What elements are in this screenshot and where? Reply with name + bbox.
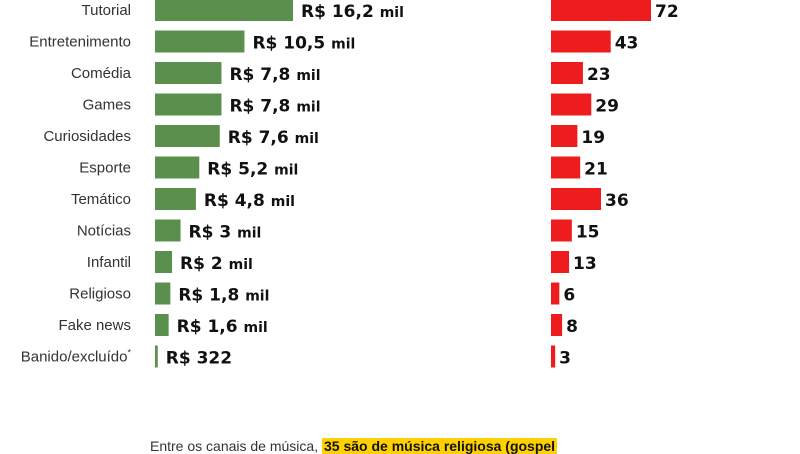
revenue-bar: [155, 30, 245, 53]
revenue-value-label: R$ 7,8 mil: [229, 97, 320, 117]
count-value-label: 8: [566, 317, 578, 337]
revenue-bar: [155, 156, 200, 179]
revenue-bar: [155, 251, 173, 273]
revenue-value-label: R$ 2 mil: [180, 254, 253, 274]
category-label: Tutorial: [82, 2, 131, 19]
count-value-label: 3: [559, 349, 571, 369]
category-label: Curiosidades: [43, 128, 131, 145]
count-value-label: 6: [563, 286, 575, 306]
count-value-label: 36: [605, 191, 629, 211]
revenue-value-label: R$ 5,2 mil: [207, 160, 298, 180]
revenue-value-label: R$ 322: [166, 349, 232, 369]
footnote-highlight: 35 são de música religiosa (gospel: [321, 438, 558, 454]
revenue-value-label: R$ 7,8 mil: [229, 65, 320, 85]
count-value-label: 72: [655, 2, 679, 22]
count-bar: [551, 0, 651, 21]
footnote: Entre os canais de música, 35 são de mús…: [150, 438, 558, 454]
count-bar: [551, 282, 560, 305]
revenue-bar: [155, 188, 196, 210]
category-labels: Tutorial Entretenimento Comédia Games Curios…: [21, 2, 132, 366]
revenue-value-label: R$ 16,2 mil: [301, 2, 404, 22]
revenue-bar: [155, 314, 169, 336]
category-label: Temático: [71, 191, 131, 208]
count-value-label: 43: [615, 34, 639, 54]
category-label: Comédia: [71, 65, 132, 82]
revenue-value-label: R$ 10,5 mil: [252, 34, 355, 54]
category-label: Religioso: [69, 286, 131, 303]
count-bar: [551, 345, 556, 368]
footnote-prefix: Entre os canais de música,: [150, 438, 319, 454]
category-label: Esporte: [79, 160, 131, 177]
count-value-label: 21: [584, 160, 608, 180]
revenue-bar: [155, 345, 158, 368]
revenue-bar: [155, 0, 293, 21]
footnote-mark: *: [127, 348, 131, 358]
revenue-series: R$ 16,2 mil R$ 10,5 mil R$ 7,8 mil R$ 7,8 m…: [155, 0, 404, 369]
revenue-value-label: R$ 1,8 mil: [178, 286, 269, 306]
revenue-bar: [155, 219, 181, 242]
revenue-value-label: R$ 1,6 mil: [177, 317, 268, 337]
category-label: Games: [83, 97, 131, 114]
category-label: Infantil: [87, 254, 131, 271]
count-bar: [551, 125, 578, 147]
category-label: Fake news: [58, 317, 131, 334]
count-bar: [551, 188, 601, 210]
count-value-label: 13: [573, 254, 597, 274]
revenue-bar: [155, 93, 222, 116]
count-bar: [551, 62, 583, 84]
count-bar: [551, 30, 611, 53]
count-bar: [551, 156, 581, 179]
revenue-value-label: R$ 4,8 mil: [204, 191, 295, 211]
revenue-bar: [155, 62, 222, 84]
count-value-label: 29: [595, 97, 619, 117]
revenue-value-label: R$ 3 mil: [189, 223, 262, 243]
revenue-value-label: R$ 7,6 mil: [228, 128, 319, 148]
revenue-bar: [155, 282, 171, 305]
count-bar: [551, 93, 592, 116]
category-label: Banido/excluído*: [21, 348, 132, 366]
revenue-bar: [155, 125, 220, 147]
category-label: Notícias: [77, 223, 131, 240]
count-value-label: 23: [587, 65, 611, 85]
count-value-label: 15: [576, 223, 600, 243]
count-bar: [551, 219, 572, 242]
category-label: Entretenimento: [29, 34, 131, 51]
count-bar: [551, 314, 563, 336]
count-bar: [551, 251, 570, 273]
count-value-label: 19: [581, 128, 605, 148]
